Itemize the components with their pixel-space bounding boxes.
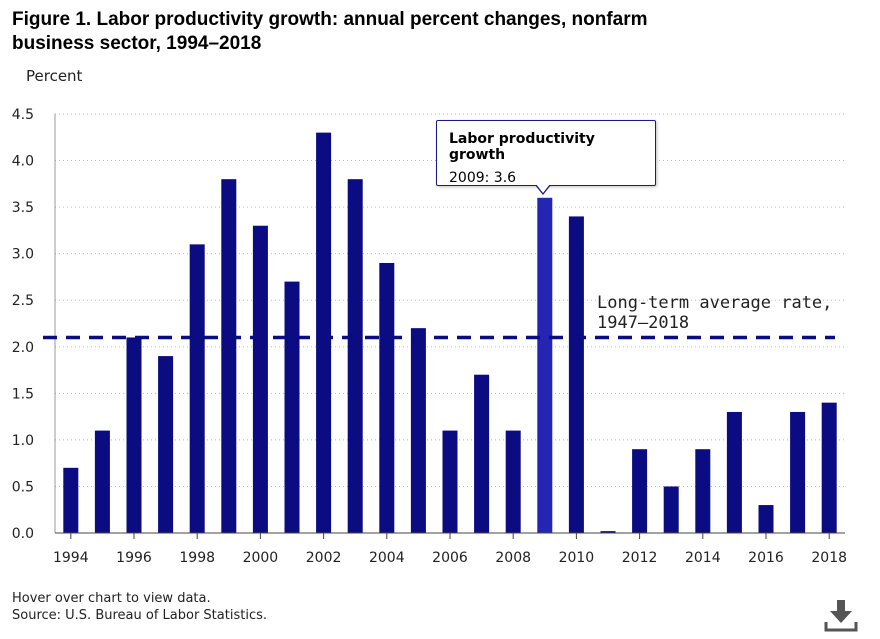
y-tick-label: 4.0 — [12, 154, 34, 170]
x-tick-label: 1998 — [179, 550, 215, 566]
y-tick-label: 0.0 — [12, 526, 34, 542]
bar-2012[interactable] — [632, 449, 648, 533]
bar-2002[interactable] — [316, 132, 332, 533]
download-button[interactable] — [822, 598, 860, 634]
bar-2003[interactable] — [347, 179, 363, 533]
bar-2011[interactable] — [600, 531, 616, 533]
figure-title: Figure 1. Labor productivity growth: ann… — [12, 8, 772, 56]
bar-1995[interactable] — [94, 430, 110, 533]
bar-2013[interactable] — [663, 486, 679, 533]
x-tick-label: 2016 — [748, 550, 784, 566]
bar-2009[interactable] — [537, 197, 553, 534]
bar-2010[interactable] — [568, 216, 584, 533]
figure-title-line-2: business sector, 1994–2018 — [12, 33, 262, 54]
reference-line-label-2: 1947–2018 — [597, 313, 689, 333]
bar-2004[interactable] — [379, 262, 395, 533]
reference-line-label-1: Long-term average rate, — [597, 293, 832, 313]
tooltip-title: Labor productivity growth — [449, 131, 595, 163]
y-tick-label: 1.0 — [12, 433, 34, 449]
y-tick-label: 4.5 — [12, 107, 34, 123]
x-tick-label: 2010 — [559, 550, 595, 566]
bar-1998[interactable] — [189, 244, 205, 533]
chart-tooltip: Labor productivity growth 2009: 3.6 — [436, 120, 656, 186]
bar-2001[interactable] — [284, 281, 300, 533]
bar-2008[interactable] — [505, 430, 521, 533]
bar-1997[interactable] — [158, 356, 174, 533]
x-tick-label: 2012 — [622, 550, 658, 566]
x-tick-label: 2002 — [306, 550, 342, 566]
bar-2017[interactable] — [790, 411, 806, 533]
y-tick-label: 2.5 — [12, 293, 34, 309]
x-tick-label: 2004 — [369, 550, 405, 566]
bar-2015[interactable] — [726, 411, 742, 533]
x-tick-label: 2018 — [811, 550, 847, 566]
download-icon — [824, 600, 858, 632]
x-tick-label: 1996 — [116, 550, 152, 566]
x-tick-label: 2000 — [243, 550, 279, 566]
y-tick-label: 0.5 — [12, 479, 34, 495]
x-tick-label: 1994 — [53, 550, 89, 566]
bar-2006[interactable] — [442, 430, 458, 533]
bar-2005[interactable] — [410, 328, 426, 533]
bar-chart[interactable]: Percent 0.0 0.5 1.0 1.5 2.0 2.5 3.0 3.5 4.0 4.5 199… — [0, 0, 880, 590]
y-axis-label: Percent — [26, 67, 83, 85]
tooltip-pointer-fill — [536, 184, 550, 193]
x-tick-label: 2014 — [685, 550, 721, 566]
figure-title-line-1: Figure 1. Labor productivity growth: ann… — [12, 9, 648, 30]
bar-1994[interactable] — [63, 467, 79, 533]
bar-2018[interactable] — [821, 402, 837, 533]
tooltip-value: 2009: 3.6 — [449, 170, 517, 186]
bar-2000[interactable] — [252, 225, 268, 533]
bar-1996[interactable] — [126, 337, 142, 533]
source-note: Source: U.S. Bureau of Labor Statistics. — [12, 608, 267, 623]
y-tick-label: 2.0 — [12, 340, 34, 356]
bar-1999[interactable] — [221, 179, 237, 533]
y-tick-label: 1.5 — [12, 386, 34, 402]
x-tick-label: 2008 — [495, 550, 531, 566]
y-tick-label: 3.0 — [12, 247, 34, 263]
x-tick-label: 2006 — [432, 550, 468, 566]
hover-instruction: Hover over chart to view data. — [12, 591, 211, 606]
bar-2016[interactable] — [758, 505, 774, 533]
bar-2007[interactable] — [474, 374, 490, 533]
bar-2014[interactable] — [695, 449, 711, 533]
y-tick-label: 3.5 — [12, 200, 34, 216]
